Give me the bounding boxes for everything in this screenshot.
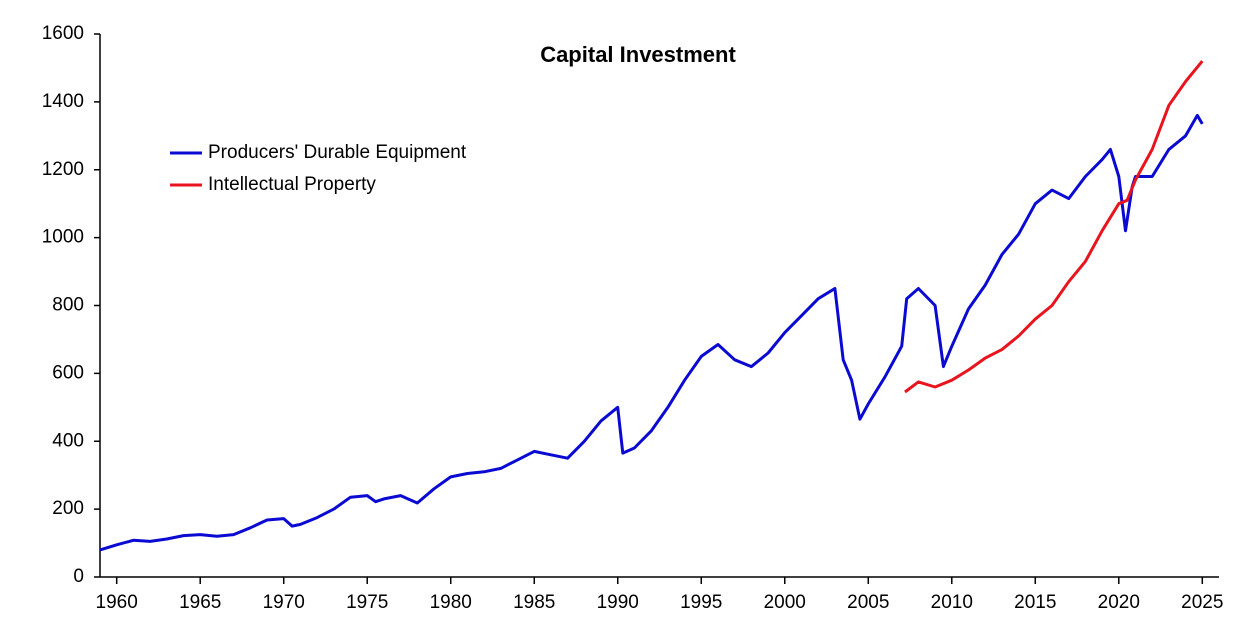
legend-label: Intellectual Property	[208, 174, 376, 195]
x-tick-label: 1965	[179, 592, 221, 613]
series-line	[904, 60, 1204, 394]
x-tick-label: 1990	[597, 592, 639, 613]
x-tick-label: 2020	[1098, 592, 1140, 613]
x-tick-label: 1970	[263, 592, 305, 613]
x-tick-label: 1980	[430, 592, 472, 613]
y-tick-label: 800	[52, 295, 84, 316]
y-tick-label: 600	[52, 362, 84, 383]
x-tick-label: 2005	[847, 592, 889, 613]
x-tick-label: 1960	[96, 592, 138, 613]
x-tick-label: 2015	[1014, 592, 1056, 613]
y-tick-label: 400	[52, 430, 84, 451]
y-tick-label: 1000	[42, 227, 84, 248]
x-tick-label: 1975	[346, 592, 388, 613]
x-tick-label: 2010	[931, 592, 973, 613]
y-tick-label: 1200	[42, 159, 84, 180]
x-tick-label: 2000	[764, 592, 806, 613]
x-tick-label: 1995	[680, 592, 722, 613]
series-line	[99, 113, 1204, 552]
x-tick-label: 1985	[513, 592, 555, 613]
y-tick-label: 200	[52, 498, 84, 519]
y-tick-label: 1600	[42, 23, 84, 44]
chart-title: Capital Investment	[540, 42, 736, 67]
y-tick-label: 1400	[42, 91, 84, 112]
legend-label: Producers' Durable Equipment	[208, 142, 467, 163]
x-tick-label: 2025	[1181, 592, 1223, 613]
y-tick-label: 0	[73, 566, 84, 587]
